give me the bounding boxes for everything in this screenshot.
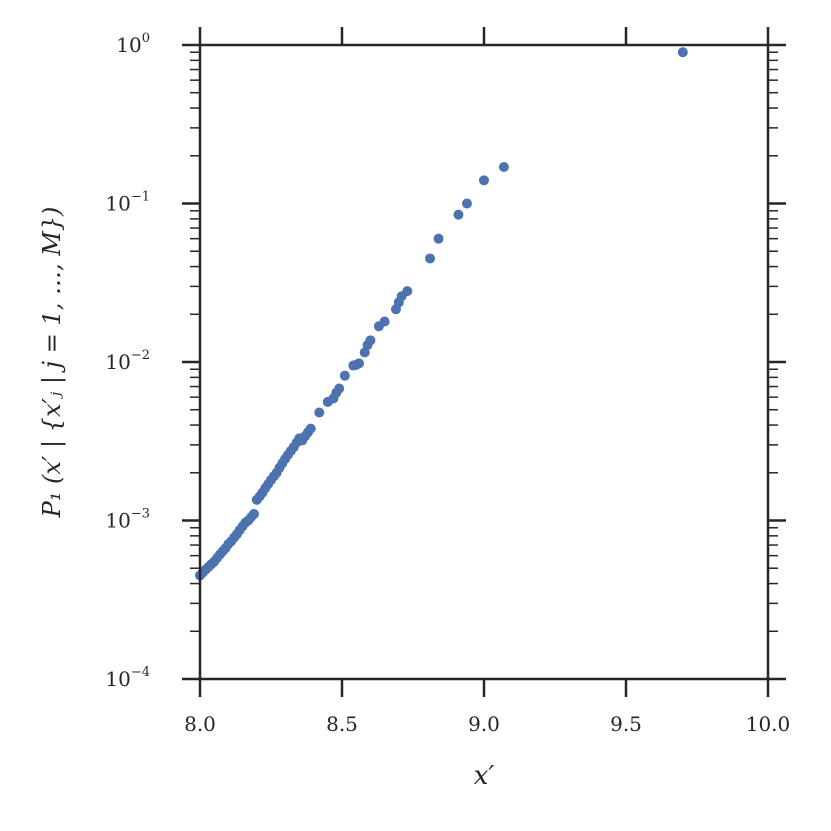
data-point xyxy=(314,407,325,418)
y-tick-label: 10−3 xyxy=(105,507,150,533)
data-point xyxy=(453,209,464,220)
y-axis-label: P₁ (x′ | {x′ⱼ | j = 1, …, M}) xyxy=(38,207,67,519)
data-point xyxy=(354,358,365,369)
x-tick-labels: 8.0 8.5 9.0 9.5 10.0 xyxy=(184,712,790,736)
data-point xyxy=(433,233,444,244)
minor-ticks xyxy=(190,51,778,633)
data-point xyxy=(402,286,413,297)
data-points xyxy=(195,47,688,581)
data-point xyxy=(479,175,489,186)
data-point xyxy=(334,383,345,394)
data-point xyxy=(379,316,390,327)
y-tick-label: 10−2 xyxy=(105,348,150,374)
x-tick-label: 9.5 xyxy=(610,712,642,736)
x-tick-label: 8.5 xyxy=(326,712,358,736)
data-point xyxy=(498,161,509,172)
data-point xyxy=(305,423,316,434)
data-point xyxy=(248,508,259,519)
y-tick-label: 10−1 xyxy=(105,190,150,216)
y-tick-label: 10−4 xyxy=(105,665,150,691)
x-tick-label: 8.0 xyxy=(184,712,216,736)
x-tick-label: 9.0 xyxy=(468,712,500,736)
data-point xyxy=(365,335,376,346)
data-point xyxy=(677,47,688,58)
plot-frame xyxy=(198,43,770,681)
data-point xyxy=(339,370,350,381)
x-tick-label: 10.0 xyxy=(746,712,791,736)
y-tick-label: 100 xyxy=(116,31,150,57)
y-tick-labels: 100 10−1 10−2 10−3 10−4 xyxy=(105,31,150,691)
data-point xyxy=(425,253,436,264)
data-point xyxy=(461,198,472,209)
major-ticks xyxy=(182,27,786,697)
x-axis-label: x′ xyxy=(474,761,495,791)
